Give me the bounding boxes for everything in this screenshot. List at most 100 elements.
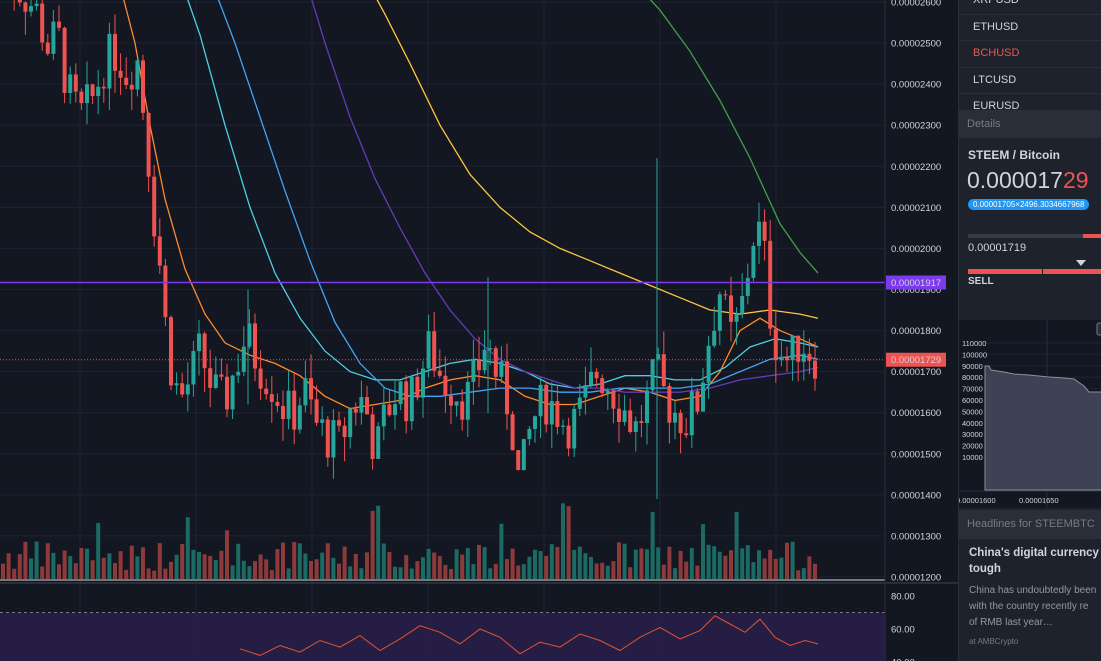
watchlist-item[interactable]: ETHUSD	[959, 15, 1101, 41]
volume-bar	[236, 543, 241, 579]
depth-y-label: 50000	[962, 407, 983, 416]
candle-body	[740, 295, 745, 314]
volume-bar	[29, 558, 33, 579]
candle-body	[796, 335, 801, 362]
volume-bar	[622, 543, 627, 579]
volume-bar	[398, 567, 403, 579]
candle-body	[589, 371, 593, 386]
volume-bar	[589, 556, 593, 579]
headline-card[interactable]: China's digital currency e tough China h…	[959, 538, 1101, 661]
horizontal-line-price-label: 0.00001917	[891, 278, 941, 289]
candle-body	[219, 374, 224, 377]
volume-bar	[381, 543, 386, 579]
candle-body	[449, 395, 453, 406]
candle-body	[286, 390, 291, 420]
moving-average-line	[649, 0, 819, 274]
candle-body	[527, 428, 532, 440]
watchlist-item[interactable]: XRPUSD	[959, 0, 1101, 15]
candle-body	[628, 410, 633, 433]
headline-title[interactable]: China's digital currency e	[969, 547, 1101, 559]
volume-bar	[309, 560, 313, 579]
candle-body	[667, 385, 672, 423]
volume-bar	[667, 546, 672, 579]
price-axis-label: 0.00001200	[891, 573, 941, 584]
volume-bar	[449, 568, 453, 579]
volume-bar	[740, 548, 745, 579]
volume-bar	[174, 554, 179, 579]
volume-bar	[538, 551, 543, 579]
volume-bar	[169, 561, 173, 579]
candle-body	[191, 351, 196, 385]
candle-body	[264, 388, 269, 395]
volume-bar	[678, 550, 683, 579]
horizontal-line-price-tag	[886, 275, 946, 290]
candlesticks	[13, 0, 817, 499]
candle-body	[757, 221, 761, 246]
depth-scroll-handle	[1096, 322, 1101, 336]
candle-body	[113, 33, 117, 71]
volume-bar	[801, 568, 806, 579]
headlines-header[interactable]: Headlines for STEEMBTC	[959, 510, 1101, 538]
depth-y-label: 110000	[962, 339, 986, 348]
candle-body	[611, 390, 616, 409]
candle-body	[505, 361, 509, 415]
volume-bar	[404, 555, 409, 579]
candle-body	[169, 317, 173, 386]
volume-bar	[297, 543, 302, 579]
headline-summary: with the country recently re	[969, 601, 1089, 612]
candle-body	[51, 21, 56, 54]
chart-canvas[interactable]: 0.00002600 0.00002500 0.00002400 0.00002300…	[0, 0, 958, 661]
price-highlight: 29	[1062, 167, 1089, 193]
volume-bars	[1, 503, 817, 579]
candle-body	[225, 376, 229, 410]
volume-bar	[566, 506, 571, 579]
candle-body	[600, 378, 605, 394]
volume-bar	[645, 549, 649, 579]
volume-bar	[762, 558, 767, 579]
candle-body	[678, 412, 683, 434]
candle-body	[197, 333, 201, 352]
volume-bar	[387, 552, 392, 579]
candle-body	[533, 416, 537, 429]
candle-body	[572, 408, 577, 449]
volume-bar	[617, 542, 621, 579]
price-axis[interactable]: 0.00002600 0.00002500 0.00002400 0.00002300…	[884, 0, 946, 661]
volume-bar	[258, 554, 263, 579]
depth-y-label: 40000	[962, 419, 983, 428]
watchlist-item-active[interactable]: BCHUSD	[959, 41, 1101, 68]
candle-body	[163, 265, 168, 318]
watchlist: XRPUSD ETHUSD BCHUSD LTCUSD EURUSD	[959, 0, 1101, 121]
volume-bar	[415, 561, 420, 579]
candle-body	[639, 421, 644, 423]
volume-bar	[73, 563, 78, 579]
volume-bar	[505, 559, 509, 579]
candle-body	[421, 368, 425, 398]
candle-body	[673, 412, 677, 423]
oscillator-axis-label: 40.00	[891, 658, 915, 661]
candle-body	[236, 371, 241, 376]
candle-body	[23, 2, 28, 12]
volume-bar	[482, 547, 487, 579]
volume-bar	[353, 553, 358, 579]
volume-bar	[796, 570, 801, 579]
volume-bar	[34, 541, 39, 579]
volume-bar	[477, 544, 481, 579]
price-chart[interactable]: 0.00002600 0.00002500 0.00002400 0.00002300…	[0, 0, 958, 661]
candle-body	[443, 375, 448, 396]
volume-bar	[23, 541, 28, 579]
candle-body	[650, 359, 655, 391]
volume-bar	[281, 542, 285, 579]
price-main: 0.000017	[967, 167, 1063, 193]
headline-title-cont[interactable]: tough	[969, 563, 1001, 575]
details-header[interactable]: Details	[959, 110, 1101, 138]
candle-body	[656, 354, 661, 360]
horizontal-lines[interactable]	[0, 281, 885, 361]
candle-body	[34, 3, 39, 7]
details-panel: STEEM / Bitcoin 0.00001729 0.00001705×24…	[959, 138, 1101, 318]
candle-body	[723, 294, 728, 296]
watchlist-item[interactable]: LTCUSD	[959, 68, 1101, 94]
candle-body	[57, 21, 61, 28]
candle-body	[398, 381, 403, 405]
dropdown-caret-icon[interactable]	[1076, 260, 1086, 266]
candle-body	[516, 450, 521, 470]
